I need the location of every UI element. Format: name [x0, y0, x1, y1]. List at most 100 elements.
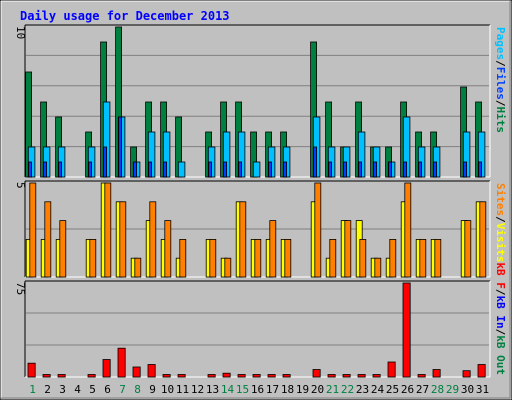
bar-sites-day-14 — [224, 257, 232, 278]
legend-item-hits: Hits — [494, 107, 507, 134]
bar-files-day-11 — [177, 161, 186, 178]
bar-sites-day-31 — [479, 201, 487, 278]
x-tick-label-day-12: 12 — [191, 383, 204, 396]
bar-pages-day-26 — [403, 161, 408, 178]
x-tick-label-day-28: 28 — [431, 383, 444, 396]
x-tick-label-day-16: 16 — [251, 383, 264, 396]
x-tick-label-day-7: 7 — [119, 383, 126, 396]
series-sites — [29, 182, 487, 278]
x-tick-label-day-29: 29 — [446, 383, 459, 396]
bar-sites-day-11 — [179, 238, 187, 278]
bar-pages-day-23 — [358, 161, 363, 178]
bar-sites-day-5 — [89, 238, 97, 278]
bar-kb-f-day-6 — [102, 359, 111, 378]
x-tick-label-day-15: 15 — [236, 383, 249, 396]
x-tick-label-day-14: 14 — [221, 383, 235, 396]
chart-title: Daily usage for December 2013 — [20, 9, 230, 23]
x-tick-label-day-24: 24 — [371, 383, 385, 396]
bar-kb-f-day-13 — [207, 374, 216, 378]
legend-separator: / — [494, 289, 507, 296]
legend-item-kb-in: kB In — [494, 296, 507, 329]
legend-item-pages: Pages — [494, 27, 507, 60]
bar-kb-f-day-11 — [177, 374, 186, 378]
bar-kb-f-day-15 — [237, 374, 246, 378]
bar-sites-day-25 — [389, 238, 397, 278]
bar-pages-day-6 — [103, 146, 107, 178]
bar-sites-day-17 — [269, 220, 277, 278]
bar-kb-f-day-27 — [417, 374, 426, 378]
bar-kb-f-day-26 — [402, 282, 411, 378]
bar-sites-day-27 — [419, 238, 427, 278]
panel-hits-files-pages: 10 Pages/Files/Hits — [14, 24, 507, 178]
bar-pages-day-1 — [28, 161, 33, 178]
bar-pages-day-13 — [208, 161, 213, 178]
bar-pages-day-18 — [283, 161, 288, 178]
bar-pages-day-8 — [133, 161, 138, 178]
bar-sites-day-15 — [239, 201, 247, 278]
bar-kb-f-day-21 — [327, 374, 336, 378]
bar-kb-f-day-5 — [87, 374, 96, 378]
series-kb-f — [27, 282, 486, 378]
bar-pages-day-17 — [268, 161, 273, 178]
bar-kb-f-day-23 — [357, 374, 366, 378]
bar-sites-day-7 — [119, 201, 127, 278]
bar-sites-day-2 — [44, 201, 52, 278]
bar-sites-day-28 — [434, 238, 442, 278]
bar-sites-day-1 — [29, 182, 37, 278]
legend-hits-files-pages: Pages/Files/Hits — [494, 27, 507, 133]
panel-kbf-kbin-kbout: 75 kB F/kB In/kB Out — [14, 262, 507, 378]
bar-sites-day-13 — [209, 238, 217, 278]
x-tick-label-day-5: 5 — [89, 383, 96, 396]
legend-kbf-kbin-kbout: kB F/kB In/kB Out — [494, 262, 507, 375]
x-tick-label-day-31: 31 — [476, 383, 489, 396]
bar-kb-f-day-28 — [432, 369, 441, 378]
bar-sites-day-24 — [374, 257, 382, 278]
bar-kb-f-day-9 — [147, 364, 156, 378]
bar-pages-day-15 — [238, 161, 243, 178]
bar-sites-day-9 — [149, 201, 157, 278]
legend-item-visits: Visits — [494, 223, 507, 263]
legend-item-sites: Sites — [494, 183, 507, 216]
bar-sites-day-3 — [59, 220, 67, 278]
legend-item-kb-out: kB Out — [494, 335, 507, 375]
x-tick-label-day-19: 19 — [296, 383, 309, 396]
bar-pages-day-25 — [388, 161, 393, 178]
series-pages — [28, 116, 483, 178]
x-tick-label-day-22: 22 — [341, 383, 354, 396]
bar-kb-f-day-31 — [477, 364, 486, 378]
x-tick-label-day-20: 20 — [311, 383, 324, 396]
legend-separator: / — [494, 329, 507, 336]
bar-kb-f-day-1 — [27, 362, 36, 378]
bar-pages-day-2 — [43, 161, 47, 178]
bar-kb-f-day-10 — [162, 374, 171, 378]
bar-kb-f-day-20 — [312, 369, 321, 378]
x-tick-label-day-18: 18 — [281, 383, 294, 396]
bar-pages-day-9 — [148, 161, 153, 178]
x-tick-label-day-6: 6 — [104, 383, 111, 396]
legend-item-kb-f: kB F — [494, 262, 507, 289]
bar-kb-f-day-2 — [42, 374, 51, 378]
legend-separator: / — [494, 60, 507, 67]
bar-sites-day-18 — [284, 238, 292, 278]
y-max-label: 75 — [14, 282, 27, 295]
x-tick-label-day-3: 3 — [59, 383, 66, 396]
x-tick-label-day-23: 23 — [356, 383, 369, 396]
x-tick-label-day-11: 11 — [176, 383, 189, 396]
bar-sites-day-20 — [314, 182, 322, 278]
x-tick-label-day-8: 8 — [134, 383, 141, 396]
bar-pages-day-20 — [313, 146, 318, 178]
bar-pages-day-5 — [88, 161, 92, 178]
legend-separator: / — [494, 216, 507, 223]
bar-kb-f-day-7 — [117, 347, 126, 378]
x-tick-label-day-9: 9 — [149, 383, 156, 396]
bar-kb-f-day-18 — [282, 374, 291, 378]
plot-area — [25, 281, 490, 377]
bar-files-day-16 — [252, 161, 261, 178]
x-tick-label-day-4: 4 — [74, 383, 81, 396]
bar-kb-f-day-8 — [132, 366, 141, 378]
bar-sites-day-30 — [464, 220, 472, 278]
x-tick-label-day-13: 13 — [206, 383, 219, 396]
bar-sites-day-23 — [359, 238, 367, 278]
bar-pages-day-28 — [433, 161, 438, 178]
